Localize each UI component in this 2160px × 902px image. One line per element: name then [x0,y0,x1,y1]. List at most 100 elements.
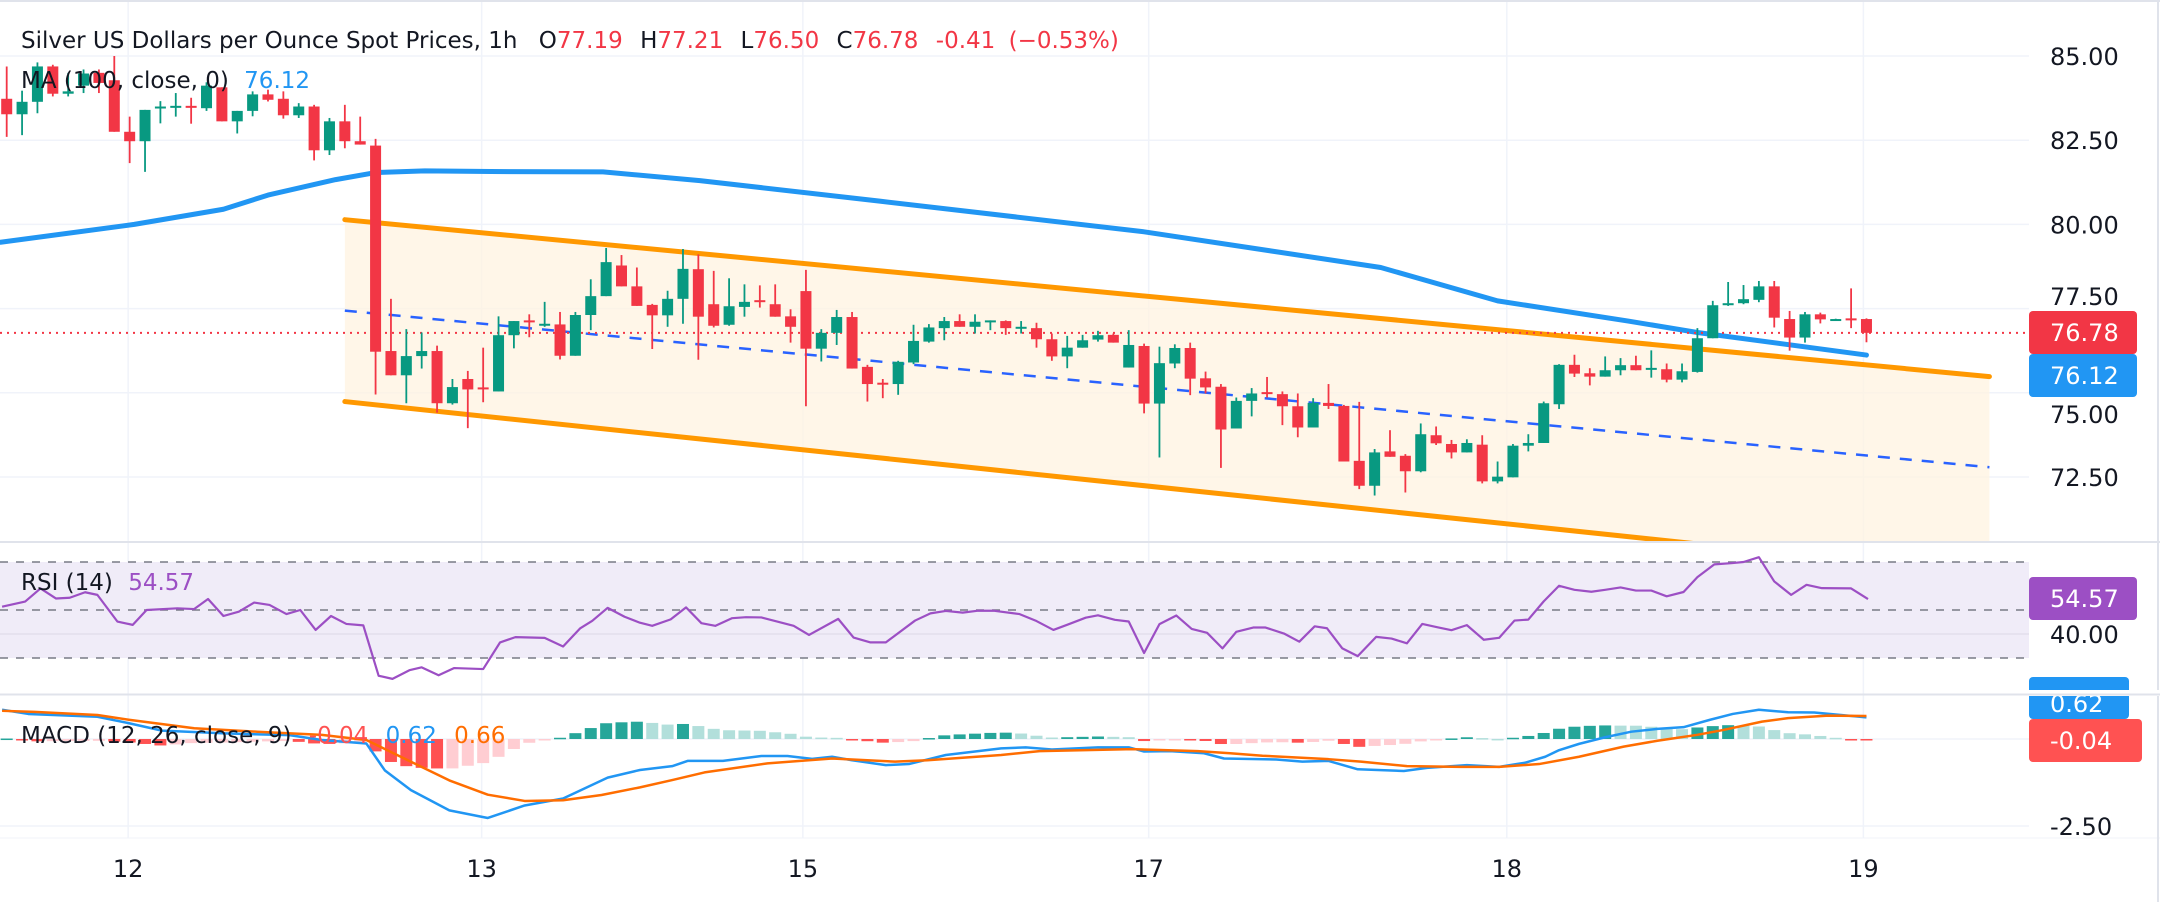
candle [1722,281,1734,306]
macd-legend-label: MACD (12, 26, close, 9) [21,723,291,749]
candle [1707,300,1719,339]
candle [108,56,120,132]
macd-histogram-bar [1153,739,1166,741]
candle-body [1799,314,1811,338]
ma-100-line [0,168,1869,358]
macd-histogram-bar [1214,739,1227,745]
candle-body [1077,340,1089,348]
candle-body [738,301,750,307]
candle [769,284,781,317]
candle [201,82,213,111]
macd-histogram-bar [308,739,321,744]
macd-histogram-bar [446,739,459,769]
candle-body [1661,369,1673,380]
candle-body [185,105,197,108]
last-price-label: 76.78 [2050,319,2119,347]
macd-histogram-bar [215,739,228,743]
last-price-badge: 76.78 [2029,311,2137,354]
candle [1691,328,1703,373]
macd-histogram-bar [1430,739,1443,741]
candle [1568,354,1580,377]
candle [416,332,428,369]
macd-histogram-bar [1829,737,1842,740]
price-axis-tick: 82.50 [2050,127,2119,155]
close-value: 76.78 [853,28,919,54]
candle-body [1738,299,1750,304]
candle [1553,364,1565,409]
candle-body [969,321,981,327]
candle [1615,358,1627,376]
candle-body [1184,348,1196,379]
candle [1000,320,1012,335]
candle-body [600,262,612,297]
macd-histogram-bar [646,722,659,739]
candle [385,298,397,376]
macd-histogram-bar [1368,739,1381,746]
macd-histogram-bar [492,739,505,757]
rsi-legend[interactable]: RSI (14) 54.57 [21,570,194,596]
candle-body [1369,452,1381,486]
macd-histogram-bar [876,739,889,743]
symbol-title: Silver US Dollars per Ounce Spot Prices,… [21,28,517,54]
candle [1030,322,1042,348]
macd-histogram-bar [1245,739,1258,744]
candle [1599,356,1611,377]
candle [815,329,827,362]
macd-histogram-bar [1845,739,1858,741]
candle [908,324,920,365]
candle [1369,449,1381,496]
macd-histogram-bar [830,737,843,740]
macd-histogram-bar [1184,739,1197,741]
candle-body [477,387,489,390]
macd-histogram-bar [1122,737,1135,739]
macd-histogram-bar [584,728,597,739]
candle [170,93,182,117]
macd-histogram-bar [1168,739,1181,741]
candle-body [861,366,873,385]
price-pane[interactable] [0,56,2029,575]
candle [216,87,228,122]
candle [1538,401,1550,443]
ma-legend[interactable]: MA (100, close, 0) 76.12 [21,68,310,94]
time-axis-label: 15 [788,855,819,883]
candle [1,66,13,137]
candle [1676,363,1688,383]
macd-histogram-bar [907,739,920,742]
ma-price-badge: 76.12 [2029,354,2137,397]
candle-body [1492,476,1504,482]
candle-body [1768,286,1780,318]
rsi-pane[interactable] [0,556,2029,680]
candle [1292,393,1304,438]
candle-body [1599,370,1611,377]
candle [477,347,489,403]
macd-histogram-bar [169,739,182,745]
candle [93,69,105,94]
macd-histogram-bar [1045,737,1058,740]
candle-body [1138,345,1150,404]
macd-hist-badge: -0.04 [2029,719,2142,762]
channel-upper-line [342,217,1992,380]
macd-histogram-bar [1460,737,1473,739]
macd-pane[interactable] [0,708,1873,820]
candle [1738,285,1750,305]
candle-body [1553,364,1565,405]
candle-body [493,335,505,392]
candle [1184,342,1196,396]
candle-body [1246,393,1258,401]
change-value: -0.41 [936,28,996,54]
candle [47,64,59,97]
candle-body [154,106,166,109]
candle-body [354,141,366,145]
macd-legend-hist: -0.04 [309,723,369,749]
candle-body [1276,394,1288,407]
candle-body [769,304,781,317]
macd-histogram-bar [600,723,613,739]
macd-legend[interactable]: MACD (12, 26, close, 9) -0.04 0.62 0.66 [21,723,505,749]
macd-histogram-bar [676,723,689,739]
candle [1307,398,1319,428]
candle-body [800,291,812,349]
candle [1153,346,1165,458]
candle-body [293,106,305,116]
candle [539,301,551,327]
